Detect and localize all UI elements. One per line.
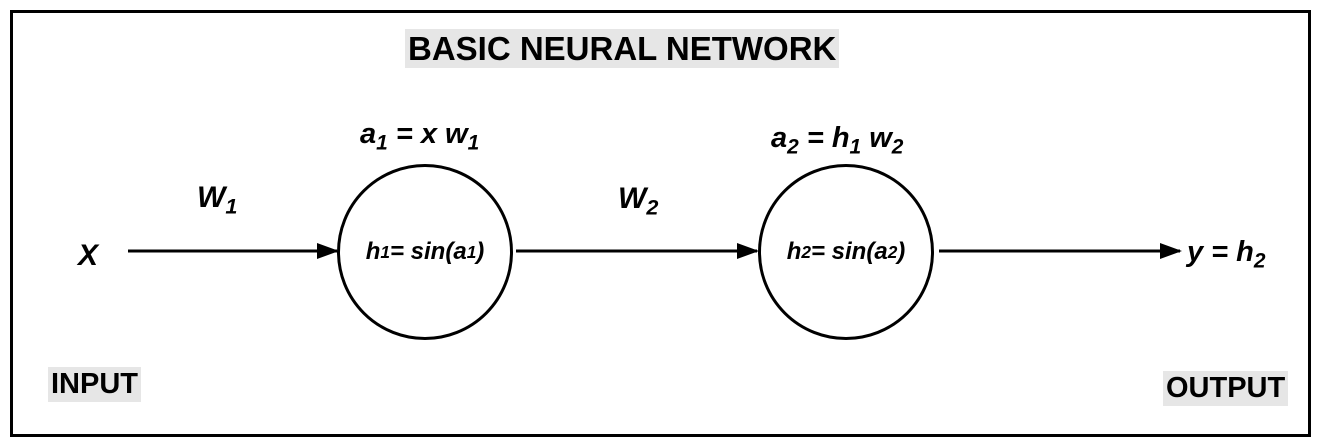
diagram-frame	[10, 10, 1311, 437]
weight-1-label: W1	[197, 181, 238, 219]
output-label: OUTPUT	[1163, 371, 1289, 406]
input-label: INPUT	[48, 367, 141, 402]
activation-1-equation: a1 = x w1	[360, 118, 480, 155]
weight-2-label: W2	[618, 182, 659, 220]
output-equation: y = h2	[1187, 236, 1266, 273]
diagram-title: BASIC NEURAL NETWORK	[405, 29, 840, 68]
input-variable: X	[78, 239, 99, 272]
activation-2-equation: a2 = h1 w2	[771, 122, 904, 159]
